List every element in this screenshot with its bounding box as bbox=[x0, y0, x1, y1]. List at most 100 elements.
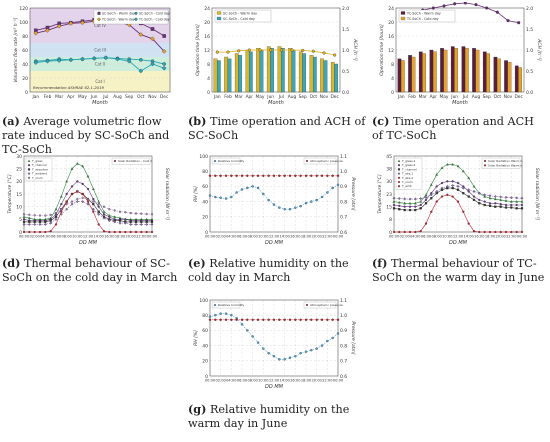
pressure-point bbox=[294, 174, 297, 177]
chart-a-ytick: 120 bbox=[19, 6, 28, 12]
bar bbox=[504, 60, 508, 93]
chart-b-ytick: 4 bbox=[207, 76, 210, 82]
chart-e-xtick: 22:00 bbox=[322, 235, 333, 239]
series-point bbox=[440, 195, 444, 198]
chart-d-ytick: 5 bbox=[19, 217, 22, 223]
series-point bbox=[145, 220, 148, 223]
caption-c: (c) Time operation and ACH of TC-SoCh bbox=[372, 114, 534, 142]
series-point bbox=[462, 169, 465, 173]
chart-a-ylabel: Volumetric flow rate [m³ h⁻¹] bbox=[13, 17, 19, 82]
chart-e-xtick: 12:00 bbox=[269, 235, 280, 239]
chart-c-xtick: Feb bbox=[408, 94, 416, 100]
pressure-point bbox=[240, 174, 244, 177]
series-point bbox=[419, 203, 422, 207]
legend-marker bbox=[27, 168, 31, 171]
chart-e-xtick: 18:00 bbox=[301, 235, 312, 239]
series-point bbox=[81, 182, 84, 185]
bar bbox=[454, 48, 458, 93]
series-point bbox=[103, 55, 109, 60]
chart-g-xtick: 14:00 bbox=[279, 379, 290, 383]
series-point bbox=[504, 195, 508, 199]
pressure-point bbox=[299, 318, 302, 321]
legend-marker bbox=[27, 172, 31, 175]
chart-e-xtick: 16:00 bbox=[290, 235, 301, 239]
series-point bbox=[43, 222, 47, 226]
series-point bbox=[134, 222, 138, 226]
legend-entry: TC-SoCh - Cold day bbox=[406, 17, 439, 21]
chart-f-xtick: 10:00 bbox=[442, 235, 453, 239]
chart-f-ytick: 15 bbox=[386, 204, 392, 210]
chart-f-xtick: 04:00 bbox=[410, 235, 421, 239]
chart-e-ytick: 20 bbox=[202, 215, 208, 221]
series-point bbox=[456, 188, 460, 191]
series-point bbox=[60, 203, 63, 206]
legend-marker bbox=[134, 11, 138, 15]
series-point bbox=[161, 65, 167, 71]
chart-c-operation-tc: 0 4 8 12 16 20 24 0.0 0.5 1.0 1.5 2.0 Jan Feb Mar Apr Ma… bbox=[379, 2, 542, 106]
bar bbox=[408, 55, 412, 93]
series-point bbox=[424, 193, 428, 196]
bar bbox=[224, 56, 228, 93]
bar bbox=[216, 60, 221, 93]
bar bbox=[238, 55, 242, 93]
ach-point bbox=[226, 50, 230, 54]
series-point bbox=[494, 205, 497, 208]
series-point bbox=[86, 197, 90, 201]
legend-marker bbox=[397, 185, 401, 188]
chart-a-ytick: 100 bbox=[19, 20, 28, 26]
series-point bbox=[118, 230, 122, 234]
series-point bbox=[392, 207, 396, 210]
series-point bbox=[403, 201, 406, 205]
chart-e-y2tick: 0.9 bbox=[340, 184, 347, 190]
series-point bbox=[65, 192, 68, 196]
series-point bbox=[488, 196, 492, 200]
chart-c-ylabel: Operation time [hours] bbox=[379, 24, 385, 76]
ach-point bbox=[495, 10, 499, 14]
pressure-point bbox=[331, 174, 334, 177]
series-point bbox=[504, 206, 508, 209]
series-point bbox=[150, 36, 155, 42]
rh-point bbox=[256, 186, 260, 190]
chart-g-xtick: 06:00 bbox=[237, 379, 248, 383]
series-point bbox=[108, 230, 111, 234]
chart-b-xtick: Oct bbox=[310, 94, 318, 100]
bar bbox=[277, 46, 282, 93]
series-point bbox=[510, 200, 513, 203]
pressure-point bbox=[219, 318, 222, 321]
bar bbox=[518, 67, 522, 93]
series-point bbox=[515, 196, 519, 200]
chart-a-ytick: 60 bbox=[22, 48, 28, 54]
rh-point bbox=[246, 186, 249, 190]
legend-entry: T_room bbox=[31, 176, 43, 180]
series-point bbox=[430, 197, 433, 200]
chart-c-ytick: 0 bbox=[391, 90, 394, 96]
series-point bbox=[56, 23, 62, 29]
legend-box bbox=[93, 9, 169, 25]
pressure-point bbox=[224, 318, 228, 321]
chart-e-ytick: 80 bbox=[202, 169, 208, 175]
chart-c-xtick: Apr bbox=[430, 94, 438, 100]
chart-a-xtick: Dec bbox=[160, 94, 169, 100]
series-point bbox=[477, 191, 481, 195]
legend-box bbox=[481, 157, 521, 169]
series-point bbox=[488, 202, 492, 205]
bar bbox=[270, 48, 274, 93]
rh-point bbox=[278, 206, 281, 209]
series-point bbox=[162, 62, 166, 66]
chart-d-ytick: 30 bbox=[16, 154, 22, 160]
legend-marker bbox=[397, 172, 401, 175]
series-point bbox=[49, 219, 52, 222]
chart-b-ytick: 12 bbox=[204, 48, 210, 54]
legend-marker bbox=[397, 164, 401, 167]
chart-b-ylabel: Operation time [hours] bbox=[195, 24, 201, 76]
series-point bbox=[102, 230, 106, 233]
chart-c-xtick: Sep bbox=[483, 94, 491, 100]
chart-g-ytick: 100 bbox=[199, 298, 208, 304]
panel-c: 0 4 8 12 16 20 24 0.0 0.5 1.0 1.5 2.0 Jan Feb Mar Apr Ma… bbox=[372, 2, 550, 148]
series-point bbox=[124, 230, 127, 234]
pressure-point bbox=[299, 174, 302, 177]
bar bbox=[482, 51, 487, 93]
series-point bbox=[80, 56, 85, 62]
bar bbox=[302, 53, 306, 93]
legend-marker bbox=[134, 17, 138, 22]
